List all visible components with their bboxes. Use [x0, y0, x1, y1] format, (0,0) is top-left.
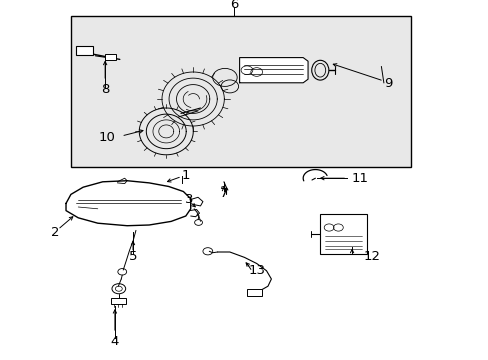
- Bar: [246, 289, 261, 296]
- Text: 11: 11: [350, 172, 367, 185]
- Bar: [105, 54, 116, 60]
- Text: 9: 9: [384, 77, 392, 90]
- Text: 7: 7: [219, 187, 228, 200]
- Bar: [71, 16, 410, 167]
- Text: 4: 4: [110, 335, 119, 348]
- Text: 10: 10: [98, 131, 115, 144]
- Bar: [111, 298, 126, 304]
- Polygon shape: [239, 58, 307, 83]
- Text: 13: 13: [248, 264, 264, 277]
- Text: 1: 1: [181, 169, 190, 182]
- Text: 6: 6: [229, 0, 238, 11]
- Text: 5: 5: [128, 250, 137, 263]
- Bar: [76, 46, 93, 55]
- Bar: [320, 214, 366, 254]
- Text: 8: 8: [101, 83, 109, 96]
- Text: 3: 3: [184, 193, 193, 206]
- Text: 12: 12: [363, 250, 379, 263]
- Text: 2: 2: [50, 226, 59, 239]
- Polygon shape: [66, 181, 190, 226]
